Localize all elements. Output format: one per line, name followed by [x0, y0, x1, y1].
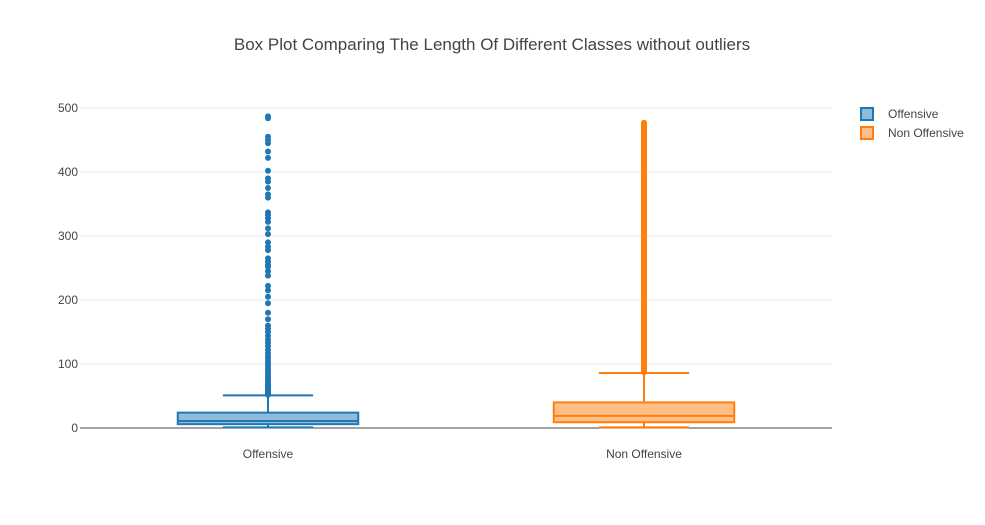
outlier-point — [265, 191, 271, 198]
outlier-point — [265, 300, 271, 307]
y-tick-label: 500 — [58, 101, 78, 115]
legend-swatch — [860, 126, 874, 140]
y-tick-label: 400 — [58, 165, 78, 179]
outlier-point — [265, 231, 271, 238]
outlier-point — [265, 282, 271, 289]
legend-label: Offensive — [888, 107, 939, 121]
x-tick-label: Offensive — [243, 447, 294, 461]
outlier-point — [265, 113, 271, 120]
chart-title: Box Plot Comparing The Length Of Differe… — [234, 35, 750, 54]
outlier-point — [265, 268, 271, 275]
box-iqr — [176, 411, 360, 426]
outlier-point — [265, 209, 271, 216]
outlier-point — [265, 255, 271, 262]
outlier-point — [265, 287, 271, 294]
outlier-point — [265, 148, 271, 155]
outlier-point — [265, 322, 271, 329]
legend-item-non-offensive[interactable]: Non Offensive — [860, 126, 964, 140]
outlier-point — [641, 119, 647, 126]
x-tick-label: Non Offensive — [606, 447, 682, 461]
y-tick-label: 200 — [58, 293, 78, 307]
legend[interactable]: Offensive Non Offensive — [860, 107, 964, 140]
legend-swatch — [860, 107, 874, 121]
outlier-point — [265, 185, 271, 191]
legend-item-offensive[interactable]: Offensive — [860, 107, 939, 121]
box-iqr — [552, 401, 736, 424]
outlier-point — [265, 243, 271, 250]
outlier-point — [265, 293, 271, 300]
outlier-point — [265, 309, 271, 316]
outlier-point — [265, 272, 271, 279]
outlier-point — [265, 167, 271, 174]
x-axis-ticks: Offensive Non Offensive — [243, 447, 682, 461]
y-tick-label: 300 — [58, 229, 78, 243]
outlier-point — [265, 239, 271, 246]
gridlines — [80, 107, 832, 429]
outlier-point — [265, 154, 271, 161]
legend-label: Non Offensive — [888, 126, 964, 140]
outlier-point — [265, 225, 271, 232]
plot-area — [176, 113, 736, 429]
y-axis-ticks: 0 100 200 300 400 500 — [58, 101, 78, 435]
y-tick-label: 100 — [58, 357, 78, 371]
outlier-point — [265, 175, 271, 182]
y-tick-label: 0 — [71, 421, 78, 435]
outlier-point — [265, 316, 271, 323]
outlier-point — [265, 133, 271, 140]
box-offensive — [176, 113, 360, 429]
box-non-offensive — [552, 119, 736, 429]
